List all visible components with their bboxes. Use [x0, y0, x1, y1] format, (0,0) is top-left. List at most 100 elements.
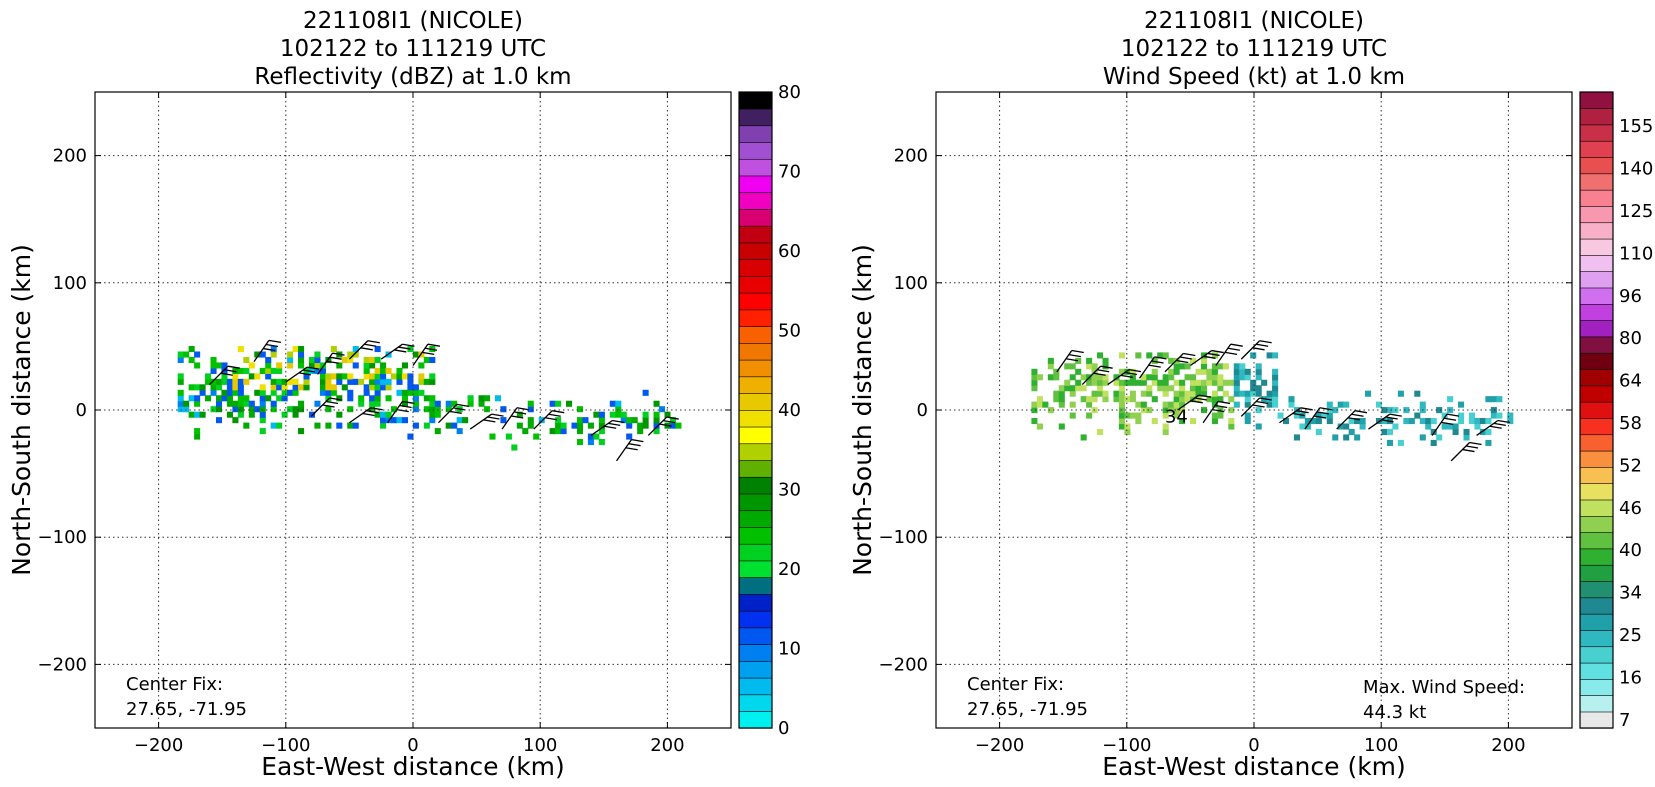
data-cell	[1414, 412, 1421, 419]
data-cell	[336, 362, 343, 369]
data-cell	[265, 395, 272, 402]
y-tick-label: 100	[53, 273, 87, 294]
data-cell	[374, 384, 381, 391]
colorbar-tick-label: 64	[1619, 371, 1642, 392]
data-cell	[232, 417, 239, 424]
data-cell	[1173, 390, 1180, 397]
data-cell	[1058, 390, 1065, 397]
data-cell	[1162, 379, 1169, 386]
data-cell	[380, 378, 387, 385]
data-cell	[1392, 423, 1399, 430]
data-cell	[1326, 412, 1333, 419]
barb-staff	[1450, 442, 1471, 462]
data-cell	[555, 400, 562, 407]
data-cell	[576, 406, 584, 413]
data-cell	[1337, 401, 1344, 408]
y-tick-label: 200	[53, 146, 87, 167]
data-cell	[429, 356, 436, 364]
data-cell	[1244, 390, 1251, 397]
data-cell	[598, 422, 605, 429]
data-cell	[1031, 385, 1038, 392]
data-cell	[1179, 379, 1186, 386]
data-cell	[1222, 363, 1229, 370]
data-cell	[1064, 363, 1071, 370]
data-cell	[226, 384, 233, 391]
data-cell	[270, 351, 277, 358]
data-cell	[1277, 412, 1284, 419]
x-axis-label: East-West distance (km)	[261, 752, 565, 781]
colorbar-segment	[738, 560, 773, 578]
data-cell	[1217, 385, 1224, 392]
data-cell	[303, 384, 310, 391]
data-cell	[298, 351, 305, 358]
colorbar-segment	[1579, 499, 1614, 517]
colorbar-tick-label: 25	[1619, 625, 1642, 646]
colorbar-tick-label: 20	[778, 559, 801, 580]
data-cell	[369, 384, 376, 391]
colorbar-segment	[738, 91, 773, 110]
barb-flag	[224, 369, 237, 373]
data-cell	[259, 400, 266, 407]
data-cell	[259, 406, 266, 413]
y-tick-label: 0	[917, 400, 928, 421]
data-cell	[429, 411, 436, 418]
data-cell	[183, 400, 190, 407]
wind-barb	[1138, 356, 1167, 379]
data-cell	[1195, 390, 1202, 397]
barb-flag	[1179, 356, 1192, 360]
data-cell	[194, 411, 201, 418]
data-cell	[363, 384, 370, 391]
data-cell	[1359, 418, 1366, 425]
data-cell	[1146, 374, 1153, 381]
data-cell	[281, 384, 288, 391]
data-cell	[1113, 374, 1120, 381]
data-cell	[456, 417, 463, 424]
data-cell	[177, 356, 184, 364]
data-cell	[555, 422, 562, 429]
data-cell	[237, 395, 244, 402]
colorbar-segment	[738, 359, 773, 378]
data-cell	[1315, 428, 1322, 436]
wind-barbs	[209, 339, 679, 462]
data-cell	[407, 373, 414, 380]
data-cell	[1430, 439, 1437, 446]
data-cell	[232, 378, 239, 385]
barb-flag	[329, 397, 342, 401]
data-cell	[215, 378, 223, 385]
data-cell	[1255, 390, 1262, 397]
colorbar-segment	[1579, 271, 1614, 289]
colorbar-segment	[1579, 173, 1614, 191]
data-cell	[1496, 396, 1503, 403]
data-cell	[1129, 379, 1136, 386]
data-cell	[330, 384, 337, 391]
data-cell	[1233, 385, 1240, 392]
data-cell	[215, 400, 223, 407]
data-cell	[177, 351, 184, 358]
data-cell	[352, 362, 359, 369]
data-cell	[1086, 401, 1093, 408]
data-cell	[369, 400, 376, 407]
data-cell	[1441, 423, 1448, 430]
data-cell	[1053, 368, 1060, 375]
wind-barb	[380, 343, 415, 360]
data-cell	[1293, 412, 1301, 419]
data-cell	[1468, 418, 1476, 425]
data-cell	[1058, 385, 1065, 392]
data-cell	[1129, 374, 1136, 381]
data-cell	[1217, 396, 1224, 403]
data-cell	[445, 400, 452, 407]
barb-flag	[1354, 410, 1368, 414]
data-cell	[560, 428, 567, 435]
wind-barb	[1304, 407, 1332, 430]
colorbar-segment	[1579, 303, 1614, 321]
colorbar-tick-label: 52	[1619, 455, 1642, 476]
wind-barb	[1190, 349, 1224, 367]
data-cell	[1162, 390, 1169, 397]
data-cell	[237, 346, 244, 353]
barb-flag	[1381, 419, 1394, 423]
data-cell	[276, 378, 283, 385]
data-cell	[560, 422, 567, 429]
data-cell	[653, 411, 660, 418]
data-cell	[314, 351, 321, 358]
barb-flag	[1259, 397, 1272, 401]
